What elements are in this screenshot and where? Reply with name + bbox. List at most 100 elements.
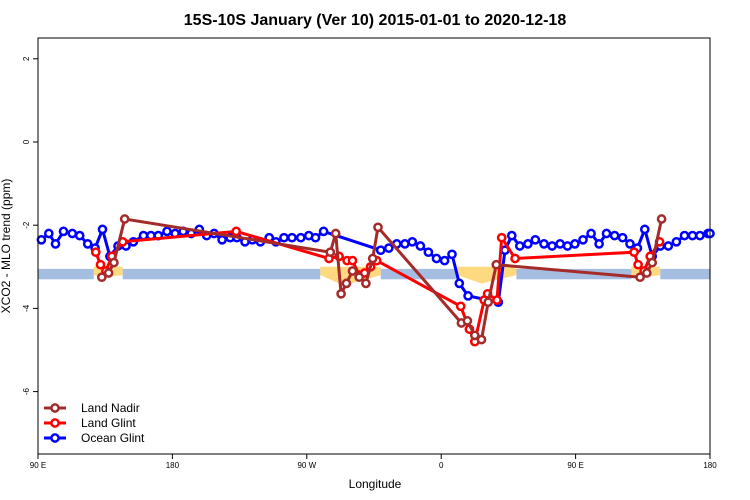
- ocean-glint-point: [454, 278, 465, 289]
- land-nadir-point: [469, 330, 480, 341]
- x-tick-label: 0: [439, 461, 444, 470]
- ocean-glint-point: [383, 243, 394, 253]
- land-region-band: [457, 266, 517, 284]
- y-tick-label: -6: [22, 387, 31, 395]
- ocean-glint-point: [539, 239, 549, 249]
- ocean-glint-point: [562, 241, 573, 251]
- ocean-glint-point: [431, 253, 442, 264]
- x-tick-label: 90 E: [567, 461, 583, 470]
- land-glint-point: [496, 232, 507, 243]
- land-glint-point: [95, 259, 106, 270]
- ocean-glint-point: [547, 241, 557, 251]
- land-nadir-point: [109, 257, 119, 268]
- land-nadir-point: [367, 253, 378, 264]
- ocean-glint-point: [310, 232, 321, 243]
- land-nadir-point: [347, 266, 358, 276]
- land-glint-point: [633, 259, 643, 270]
- land-nadir-point: [647, 257, 658, 268]
- land-nadir-point: [635, 272, 645, 283]
- ocean-glint-point: [58, 226, 69, 237]
- land-nadir-point: [483, 297, 494, 308]
- ocean-glint-point: [639, 224, 650, 235]
- land-glint-point: [455, 301, 466, 312]
- ocean-glint-point: [617, 232, 628, 243]
- land-nadir-point: [491, 259, 502, 270]
- ocean-glint-point: [318, 226, 329, 237]
- ocean-glint-point: [67, 228, 78, 239]
- land-glint-point: [510, 253, 520, 264]
- land-nadir-point: [641, 268, 652, 278]
- ocean-region-band: [38, 268, 94, 280]
- ocean-glint-point: [415, 241, 426, 251]
- legend-land-nadir-label: Land Nadir: [81, 401, 140, 415]
- ocean-glint-point: [97, 224, 108, 235]
- ocean-glint-point: [43, 228, 54, 239]
- ocean-glint-point: [523, 239, 533, 249]
- land-glint-point: [629, 247, 639, 258]
- y-tick-label: -4: [22, 304, 31, 312]
- ocean-glint-point: [586, 228, 596, 239]
- ocean-region-band: [516, 268, 632, 280]
- land-nadir-point: [476, 334, 487, 345]
- ocean-glint-point: [295, 232, 306, 243]
- land-glint-point: [231, 226, 242, 237]
- legend-land-glint-label: Land Glint: [81, 416, 136, 430]
- ocean-glint-point: [570, 239, 580, 249]
- ocean-glint-point: [407, 236, 418, 247]
- land-nadir-point: [119, 214, 130, 224]
- ocean-glint-point: [594, 239, 604, 249]
- ocean-glint-point: [447, 249, 457, 260]
- ocean-region-band: [660, 268, 710, 280]
- ocean-glint-point: [609, 230, 620, 241]
- land-nadir-point: [361, 278, 371, 289]
- legend-land-nadir-marker: [50, 403, 60, 413]
- ocean-glint-point: [530, 234, 541, 245]
- y-tick-label: 2: [22, 56, 31, 61]
- ocean-glint-point: [555, 239, 565, 249]
- land-nadir-point: [330, 228, 341, 239]
- x-axis-label: Longitude: [349, 477, 402, 491]
- land-glint-point: [90, 247, 101, 258]
- ocean-glint-point: [138, 230, 149, 241]
- ocean-glint-point: [679, 230, 690, 241]
- ocean-glint-point: [439, 255, 450, 266]
- x-tick-label: 90 W: [297, 461, 316, 470]
- plot-frame: [37, 37, 711, 455]
- plot-area: [36, 214, 715, 347]
- x-tick-label: 180: [703, 461, 717, 470]
- y-tick-label: 0: [22, 139, 31, 144]
- ocean-glint-point: [162, 226, 172, 237]
- land-nadir-point: [373, 222, 383, 233]
- land-nadir-point: [656, 214, 667, 224]
- legend-ocean-glint-marker: [50, 433, 60, 443]
- land-nadir-point: [96, 272, 107, 283]
- land-glint-point: [492, 295, 502, 305]
- y-axis-label: XCO2 - MLO trend (ppm): [0, 179, 13, 314]
- axes: 90 E 180 90 W 0 90 E 180 2 0 -2 -4 -6: [22, 56, 717, 470]
- ocean-glint-point: [50, 239, 61, 249]
- ocean-glint-point: [671, 236, 682, 247]
- y-tick-label: -2: [22, 221, 31, 229]
- legend-ocean-glint-label: Ocean Glint: [81, 431, 145, 445]
- ocean-region-band: [122, 268, 321, 280]
- ocean-glint-point: [217, 234, 227, 245]
- chart-title: 15S-10S January (Ver 10) 2015-01-01 to 2…: [184, 12, 567, 29]
- ocean-glint-point: [36, 234, 47, 245]
- ocean-glint-point: [400, 239, 410, 249]
- ocean-glint-point: [287, 232, 297, 243]
- ocean-glint-point: [506, 230, 517, 241]
- ocean-glint-point: [82, 239, 93, 249]
- ocean-glint-point: [375, 245, 386, 256]
- legend-land-glint-marker: [50, 418, 60, 428]
- land-nadir-point: [341, 278, 352, 289]
- ocean-glint-point: [74, 230, 85, 241]
- ocean-glint-point: [663, 241, 674, 251]
- ocean-glint-point: [463, 291, 473, 301]
- x-tick-label: 90 E: [30, 461, 46, 470]
- land-nadir-point: [103, 268, 114, 278]
- ocean-glint-point: [625, 239, 635, 249]
- ocean-glint-point: [423, 247, 434, 258]
- land-nadir-point: [325, 247, 336, 258]
